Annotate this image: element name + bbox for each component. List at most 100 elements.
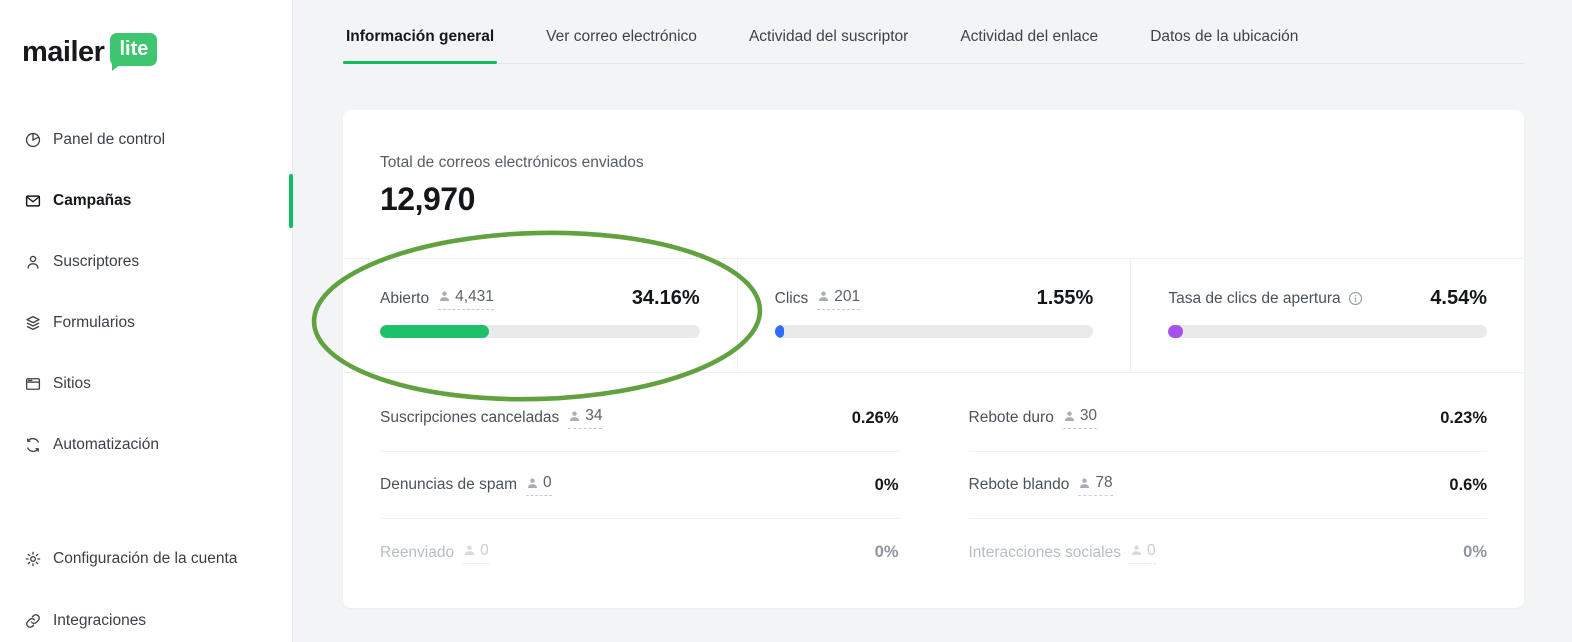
tab-actividad-del-suscriptor[interactable]: Actividad del suscriptor [748,28,909,45]
row-count[interactable]: 34 [568,407,603,429]
progress-fill [774,325,784,338]
info-icon[interactable] [1348,291,1363,306]
sidebar-item-formularios[interactable]: Formularios [0,300,292,346]
subscriber-icon [526,477,539,490]
progress-track [774,325,1094,338]
browser-icon [24,375,42,393]
logo-text: mailer [22,36,105,68]
row-label: Rebote duro [968,409,1054,426]
pie-chart-icon [24,131,42,149]
stat-label: Abierto [380,289,430,307]
sidebar-item-panel-de-control[interactable]: Panel de control [0,117,292,163]
sidebar-item-label: Formularios [53,314,135,331]
tab-datos-de-la-ubicacion[interactable]: Datos de la ubicación [1150,28,1299,45]
row-count-value: 0 [1147,541,1156,559]
sidebar-item-label: Panel de control [53,131,166,148]
row-suscripciones-canceladas: Suscripciones canceladas 34 0.26% [380,385,899,452]
stat-label: Tasa de clics de apertura [1168,289,1341,307]
tab-ver-correo-electronico[interactable]: Ver correo electrónico [546,28,697,45]
row-rebote-duro: Rebote duro 30 0.23% [968,385,1487,452]
row-denuncias-de-spam: Denuncias de spam 0 0% [380,452,899,519]
row-label: Reenviado [380,543,455,561]
row-interacciones-sociales: Interacciones sociales 0 0% [968,519,1487,586]
row-percent: 0.26% [851,408,899,427]
tab-bar: Información general Ver correo electróni… [343,0,1524,64]
stat-clics: Clics 201 1.55% [736,259,1131,372]
stat-count-value: 201 [834,287,861,305]
primary-stats-row: Abierto 4,431 34.16% Clics [343,258,1524,373]
sidebar-nav: Panel de control Campañas Suscriptores F… [0,117,293,468]
row-percent: 0% [1463,543,1487,561]
secondary-stats-grid: Suscripciones canceladas 34 0.26% Denunc… [343,373,1524,608]
progress-track [1168,325,1487,338]
stat-percent: 34.16% [631,287,700,309]
row-percent: 0.6% [1449,475,1487,494]
sidebar-item-label: Integraciones [53,612,147,629]
row-count-value: 34 [585,407,603,424]
active-nav-indicator [289,174,293,228]
sidebar-item-configuracion[interactable]: Configuración de la cuenta [0,536,292,582]
sidebar-item-suscriptores[interactable]: Suscriptores [0,239,292,285]
row-count[interactable]: 0 [463,542,489,564]
subscriber-icon [1063,410,1076,423]
progress-track [380,325,700,338]
person-icon [24,253,42,271]
row-label: Denuncias de spam [380,476,517,493]
row-count[interactable]: 78 [1078,474,1113,496]
mailerlite-logo[interactable]: mailer lite [22,33,292,71]
sidebar-item-integraciones[interactable]: Integraciones [0,598,292,642]
secondary-left-column: Suscripciones canceladas 34 0.26% Denunc… [380,385,899,586]
row-count-value: 0 [543,474,552,491]
row-label: Suscripciones canceladas [380,409,560,426]
row-count[interactable]: 30 [1062,407,1098,429]
total-sent-label: Total de correos electrónicos enviados [380,154,644,171]
refresh-icon [24,436,42,454]
stat-label: Clics [774,289,809,307]
subscriber-icon [568,410,581,423]
row-count-value: 30 [1079,407,1098,424]
stat-tasa-clics-apertura: Tasa de clics de apertura 4.54% [1130,259,1524,372]
sidebar-item-label: Automatización [53,436,159,453]
row-reenviado: Reenviado 0 0% [380,519,899,586]
logo-badge: lite [110,33,158,71]
sidebar-item-sitios[interactable]: Sitios [0,361,292,407]
sidebar-item-label: Suscriptores [53,253,140,270]
main-content: Información general Ver correo electróni… [293,0,1572,642]
stat-count[interactable]: 4,431 [438,288,494,310]
sidebar-item-automatizacion[interactable]: Automatización [0,422,292,468]
subscriber-icon [438,290,451,303]
row-rebote-blando: Rebote blando 78 0.6% [968,452,1487,519]
subscriber-icon [1130,544,1143,557]
sidebar: mailer lite Panel de control Campañas Su… [0,0,293,642]
progress-fill [380,325,490,338]
secondary-right-column: Rebote duro 30 0.23% Rebote blando 78 [968,385,1487,586]
sidebar-item-label: Configuración de la cuenta [53,550,238,567]
row-count[interactable]: 0 [526,474,552,496]
row-percent: 0% [874,475,899,494]
subscriber-icon [463,544,476,557]
row-count-value: 78 [1095,474,1113,491]
stat-percent: 4.54% [1430,287,1487,309]
row-count-value: 0 [480,541,489,559]
row-percent: 0.23% [1440,408,1487,427]
total-sent-value: 12,970 [380,181,475,217]
row-count[interactable]: 0 [1130,542,1156,564]
link-icon [24,612,42,630]
sidebar-item-label: Campañas [53,192,132,209]
row-label: Interacciones sociales [968,543,1122,561]
sidebar-item-label: Sitios [53,375,91,392]
tab-informacion-general[interactable]: Información general [343,28,498,64]
subscriber-icon [1078,477,1091,490]
row-percent: 0% [874,543,899,561]
stat-count[interactable]: 201 [817,287,861,310]
sidebar-footer: Configuración de la cuenta Integraciones [0,536,292,642]
sidebar-item-campanas[interactable]: Campañas [0,174,293,228]
row-label: Rebote blando [968,476,1070,493]
stat-abierto: Abierto 4,431 34.16% [343,259,737,372]
gear-icon [24,550,42,568]
stat-percent: 1.55% [1036,287,1094,309]
layers-icon [24,314,42,332]
stats-card: Total de correos electrónicos enviados 1… [343,110,1524,608]
tab-actividad-del-enlace[interactable]: Actividad del enlace [960,28,1099,45]
progress-fill [1168,325,1183,338]
